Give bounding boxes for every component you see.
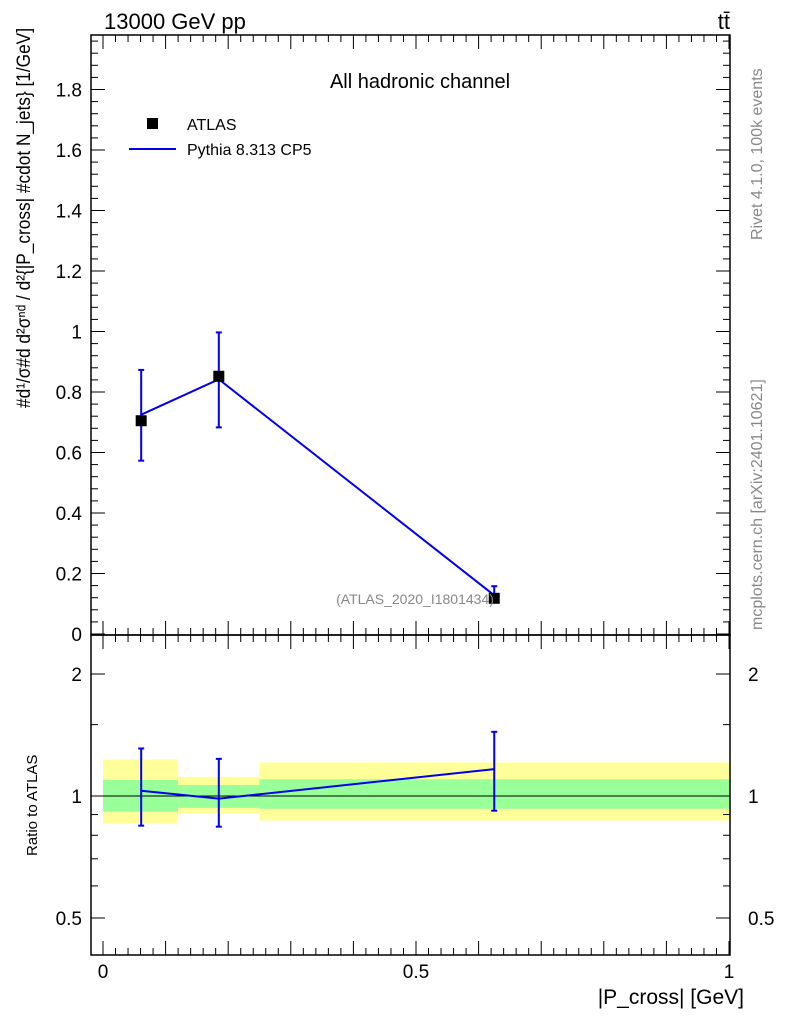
ratio-ytick-label-right: 0.5 [748,909,774,930]
main-ytick-label: 0 [71,625,82,646]
main-ytick-label: 0.6 [56,444,82,465]
ratio-xtick-label: 0 [98,962,109,983]
ratio-xtick-label: 1 [724,962,735,983]
main-title: All hadronic channel [330,71,510,93]
atlas-point [135,415,147,427]
main-ylabel: #d¹/σ#d d²σⁿᵈ / d²{|P_cross| #cdot N_jet… [14,28,35,408]
header-process-label: tt̄ [718,9,730,34]
main-ytick-label: 1.6 [56,141,82,162]
ratio-ytick-label: 1 [71,787,82,808]
legend-label-atlas: ATLAS [187,117,237,134]
ratio-xlabel: |P_cross| [GeV] [598,986,744,1009]
ratio-bands [103,759,729,824]
main-ytick-label: 1.8 [56,81,82,102]
ratio-ylabel: Ratio to ATLAS [24,755,41,856]
main-ytick-label: 0.8 [56,383,82,404]
main-series [135,331,500,604]
main-panel: 0 0.2 0.4 0.6 0.8 1 1.2 1.4 1.6 1.8 All hadronic … [14,28,731,646]
ratio-ytick-label: 0.5 [56,909,82,930]
ratio-xtick-label: 0.5 [403,962,429,983]
main-ytick-label: 0.2 [56,565,82,586]
pythia-line [140,378,495,597]
legend: ATLAS Pythia 8.313 CP5 [129,117,312,159]
main-ytick-label: 1.4 [56,202,83,223]
atlas-point [488,592,500,604]
legend-label-pythia: Pythia 8.313 CP5 [187,142,312,159]
main-ytick-label: 0.4 [56,504,83,525]
header-energy-label: 13000 GeV pp [104,9,246,34]
main-ticks: 0 0.2 0.4 0.6 0.8 1 1.2 1.4 1.6 1.8 [56,35,730,646]
legend-marker-atlas [147,118,158,129]
side-label-mcplots: mcplots.cern.ch [arXiv:2401.10621] [749,379,766,630]
ratio-series [138,730,498,828]
ratio-ytick-label-right: 1 [748,787,759,808]
main-ytick-label: 1 [71,323,82,344]
main-ytick-label: 1.2 [56,262,82,283]
side-label-rivet: Rivet 4.1.0, 100k events [749,68,766,240]
ratio-panel: 0.5 0.5 1 1 2 2 0 0.5 1 Ratio to ATLAS |P_cross|… [24,634,774,1009]
ratio-ytick-label: 2 [71,665,82,686]
ratio-frame [90,634,731,956]
main-watermark: (ATLAS_2020_I1801434) [336,591,494,607]
ratio-ytick-label-right: 2 [748,665,759,686]
atlas-point [213,370,225,382]
ratio-ticks: 0.5 0.5 1 1 2 2 0 0.5 1 [56,635,774,983]
